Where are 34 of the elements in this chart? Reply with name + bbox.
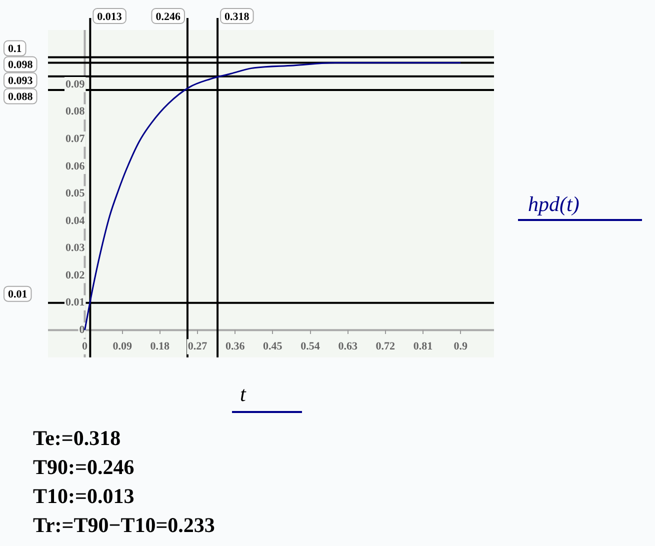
- y-tick-label: 0.09: [66, 78, 86, 90]
- x-tick-label: 0.54: [300, 340, 320, 353]
- y-tick-label: 0.05: [66, 188, 86, 200]
- x-tick-label: 0.18: [150, 340, 170, 353]
- ref-line-label: 0.088: [8, 91, 34, 104]
- y-tick-label: 0: [79, 324, 86, 336]
- text: T10:=0.013: [33, 483, 136, 510]
- x-tick-label: 0.63: [338, 340, 358, 353]
- x-tick-label: 0.27: [188, 340, 208, 353]
- y-tick-label: 0.06: [66, 160, 86, 172]
- ref-line-label: 0.098: [8, 59, 34, 72]
- y-tick-label: 0.03: [66, 242, 86, 254]
- ref-line-label: 0.318: [224, 10, 250, 23]
- text: Tr:=T90−T10=0.233: [33, 512, 215, 539]
- ref-line-label: 0.013: [97, 10, 122, 23]
- x-tick-label: 0.45: [263, 340, 283, 353]
- ref-line-label: 0.1: [8, 43, 22, 56]
- text: T90:=0.246: [33, 454, 136, 481]
- x-axis-title: t: [232, 382, 302, 413]
- y-tick-label: 0.07: [66, 132, 86, 145]
- x-tick-label: 0.81: [413, 340, 433, 353]
- x-tick-label: 0.9: [454, 340, 468, 353]
- x-tick-label: 0.72: [376, 340, 396, 353]
- ref-line-label: 0.093: [8, 75, 34, 88]
- ref-line-label: 0.246: [156, 10, 181, 23]
- ref-line-label: 0.01: [8, 288, 28, 301]
- y-tick-label: 0.02: [66, 269, 86, 282]
- text: Te:=0.318: [33, 425, 122, 452]
- y-tick-label: 0.04: [66, 214, 86, 227]
- text: hpd(t): [518, 192, 642, 221]
- y-tick-label: 0.08: [66, 106, 86, 118]
- x-tick-label: 0.36: [225, 340, 246, 353]
- x-tick-label: 0.09: [112, 340, 132, 353]
- y-tick-label: 0.01: [66, 296, 85, 309]
